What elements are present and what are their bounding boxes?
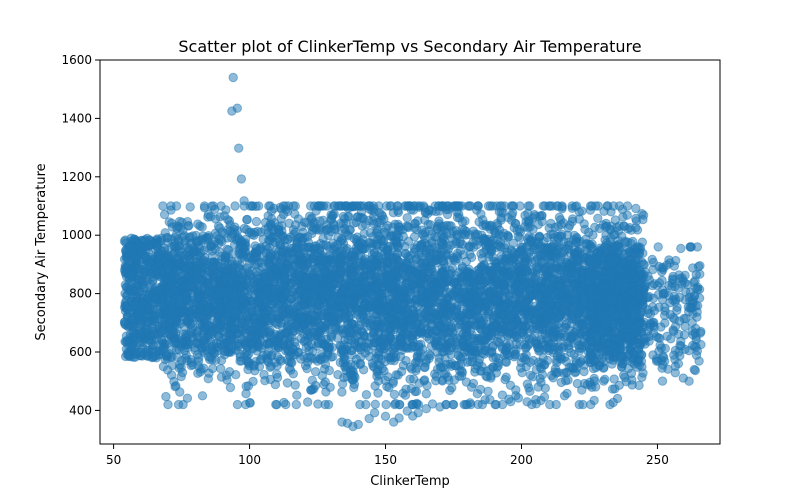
scatter-point [372, 371, 382, 381]
scatter-point [421, 389, 431, 399]
scatter-point [402, 213, 412, 223]
scatter-point [389, 389, 400, 400]
scatter-point [559, 391, 570, 401]
scatter-point [528, 355, 538, 366]
scatter-point [511, 385, 521, 395]
scatter-point [205, 212, 216, 222]
scatter-point [216, 364, 226, 374]
scatter-point [411, 386, 422, 397]
scatter-point [203, 231, 214, 241]
scatter-point [424, 205, 434, 216]
scatter-point [197, 391, 208, 401]
scatter-point [381, 223, 391, 233]
scatter-point [631, 213, 641, 224]
scatter-point [206, 201, 217, 211]
scatter-point [472, 304, 482, 315]
scatter-point [463, 201, 473, 211]
scatter-point [240, 349, 250, 359]
scatter-point [158, 201, 168, 211]
scatter-point [414, 378, 424, 388]
scatter-point [216, 251, 227, 261]
scatter-point [251, 216, 262, 227]
scatter-point [390, 398, 401, 409]
scatter-point [182, 393, 193, 403]
scatter-point [421, 325, 431, 335]
scatter-point [480, 395, 490, 405]
scatter-point [307, 225, 318, 236]
scatter-point [546, 229, 556, 240]
scatter-point [465, 249, 475, 260]
scatter-point [609, 374, 619, 384]
scatter-point [489, 321, 500, 331]
scatter-point [177, 367, 188, 378]
scatter-point [303, 397, 313, 407]
scatter-point [380, 375, 390, 386]
scatter-point [638, 210, 649, 220]
scatter-point [337, 387, 347, 397]
scatter-point [381, 399, 391, 410]
scatter-point [447, 383, 457, 393]
chart-title: Scatter plot of ClinkerTemp vs Secondary… [178, 37, 641, 56]
scatter-point [393, 206, 403, 216]
scatter-point [171, 381, 181, 391]
scatter-point [589, 395, 599, 406]
scatter-point [574, 399, 584, 410]
scatter-point [588, 230, 598, 240]
scatter-point [173, 399, 184, 410]
scatter-point [468, 378, 479, 389]
scatter-point [401, 356, 411, 366]
scatter-point [593, 213, 603, 224]
scatter-point [357, 221, 367, 231]
scatter-point [271, 399, 281, 410]
scatter-point [422, 380, 432, 391]
scatter-point [159, 209, 170, 220]
scatter-point [321, 387, 331, 397]
scatter-point [497, 390, 508, 400]
scatter-point [207, 251, 217, 261]
scatter-point [279, 397, 289, 408]
scatter-point [442, 345, 452, 355]
scatter-point [223, 245, 234, 255]
scatter-point [634, 380, 644, 391]
scatter-point [577, 385, 587, 395]
scatter-point [513, 393, 524, 403]
scatter-point [290, 380, 300, 390]
scatter-point [230, 201, 240, 211]
scatter-point [337, 379, 348, 389]
scatter-point [544, 201, 554, 211]
scatter-point [307, 375, 317, 385]
scatter-point [504, 394, 514, 404]
scatter-point [370, 399, 380, 409]
scatter-point [276, 214, 286, 224]
scatter-point [185, 202, 195, 212]
scatter-point [265, 327, 275, 338]
scatter-point [610, 384, 620, 394]
scatter-point [232, 399, 243, 410]
scatter-point [631, 203, 641, 214]
scatter-point [428, 256, 438, 266]
scatter-point [522, 241, 533, 251]
scatter-point [320, 399, 330, 410]
scatter-points [119, 72, 706, 432]
scatter-point [551, 399, 561, 410]
scatter-point [400, 390, 411, 400]
scatter-point [245, 397, 255, 408]
scatter-point [318, 215, 328, 226]
scatter-point [163, 399, 173, 410]
scatter-point [267, 223, 278, 234]
scatter-point [272, 369, 282, 379]
scatter-point [484, 221, 494, 232]
scatter-point [195, 367, 206, 377]
scatter-point [292, 390, 302, 400]
scatter-point [451, 226, 461, 236]
scatter-point [590, 201, 601, 211]
scatter-point [253, 201, 264, 211]
scatter-point [533, 219, 543, 230]
scatter-point [600, 374, 610, 384]
scatter-point [291, 399, 301, 410]
scatter-point [198, 255, 209, 265]
